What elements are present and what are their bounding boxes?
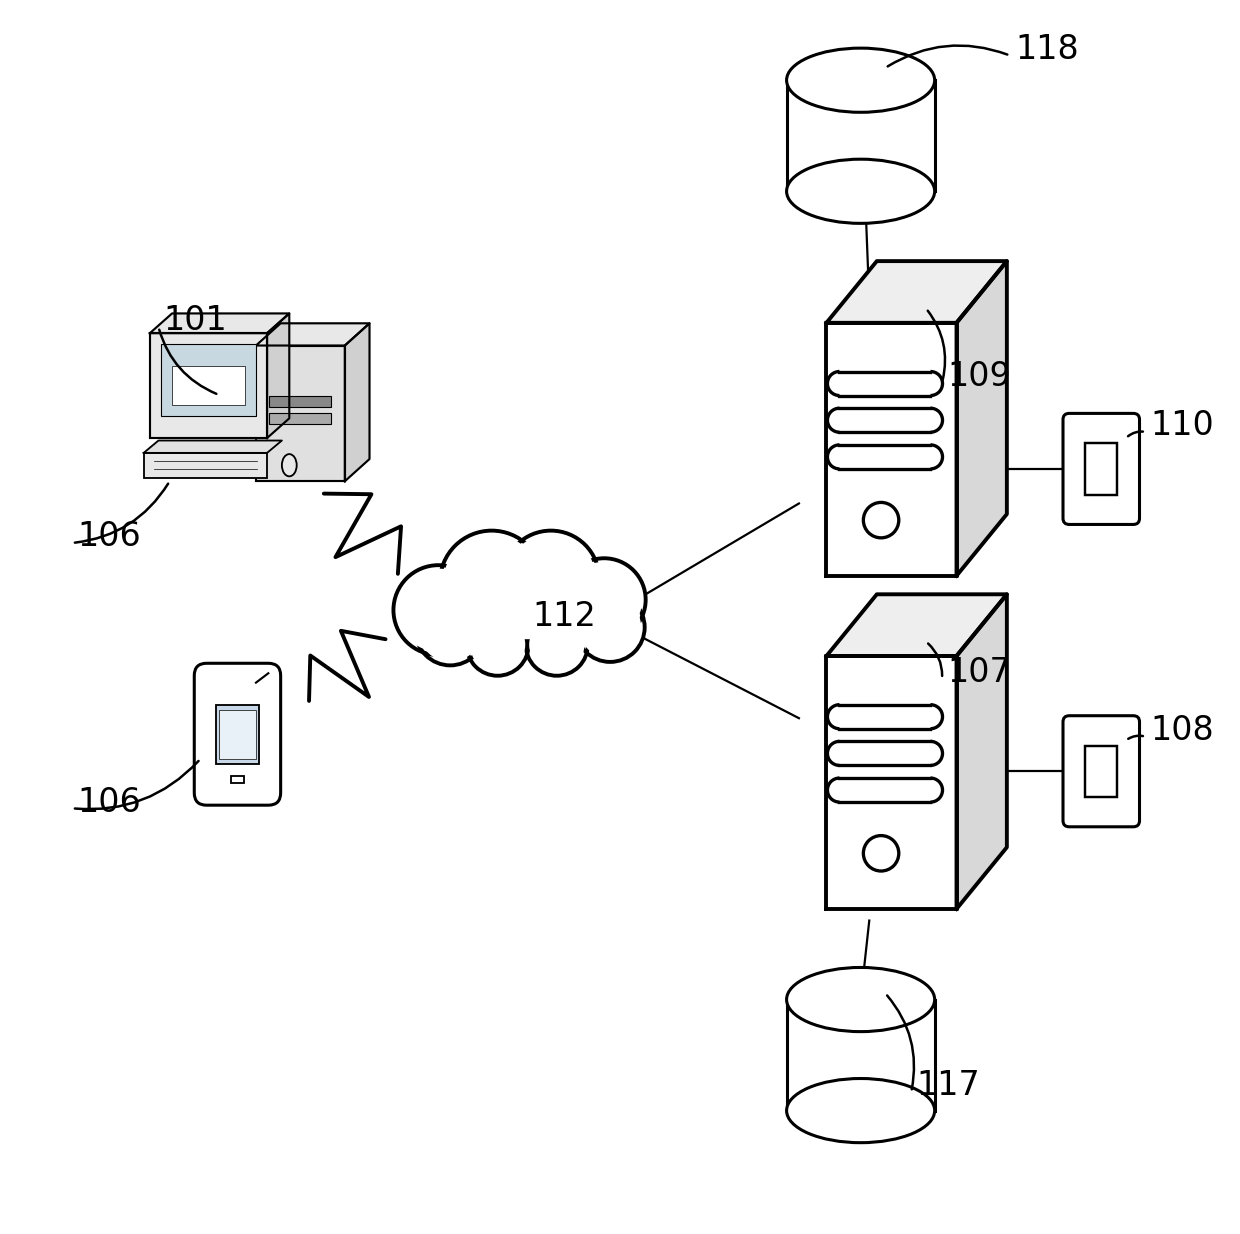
Ellipse shape xyxy=(786,159,935,223)
Circle shape xyxy=(579,596,641,659)
Bar xyxy=(269,413,331,424)
Circle shape xyxy=(506,534,595,624)
Circle shape xyxy=(443,534,541,631)
Polygon shape xyxy=(144,441,281,453)
Bar xyxy=(1085,443,1117,495)
Bar xyxy=(161,344,255,416)
Bar xyxy=(172,366,244,405)
Bar xyxy=(232,776,243,784)
Polygon shape xyxy=(267,313,289,438)
Circle shape xyxy=(466,613,528,676)
Polygon shape xyxy=(826,595,1007,656)
Circle shape xyxy=(397,569,480,652)
FancyBboxPatch shape xyxy=(1063,716,1140,827)
Text: 108: 108 xyxy=(1151,714,1214,747)
Polygon shape xyxy=(150,313,289,333)
Circle shape xyxy=(419,600,481,661)
Text: 117: 117 xyxy=(916,1070,980,1102)
Bar xyxy=(150,333,267,438)
Circle shape xyxy=(393,565,484,655)
Polygon shape xyxy=(786,70,935,181)
Circle shape xyxy=(440,531,543,634)
Circle shape xyxy=(415,596,485,665)
Bar xyxy=(219,710,255,759)
Bar xyxy=(826,656,956,909)
Bar xyxy=(1085,745,1117,797)
Text: 106: 106 xyxy=(77,521,141,553)
Text: 110: 110 xyxy=(1151,410,1214,442)
Ellipse shape xyxy=(786,1079,935,1143)
Circle shape xyxy=(502,531,599,627)
Circle shape xyxy=(575,592,645,661)
Polygon shape xyxy=(345,323,370,481)
Polygon shape xyxy=(956,595,1007,909)
Circle shape xyxy=(470,617,526,673)
Text: 109: 109 xyxy=(947,360,1011,392)
Bar xyxy=(255,346,345,481)
Ellipse shape xyxy=(281,454,296,476)
Text: 106: 106 xyxy=(77,786,141,818)
Polygon shape xyxy=(956,262,1007,576)
Bar xyxy=(826,323,956,576)
Text: 112: 112 xyxy=(532,601,596,633)
Text: 107: 107 xyxy=(947,656,1011,689)
FancyBboxPatch shape xyxy=(195,664,280,805)
Polygon shape xyxy=(255,323,370,346)
Text: 118: 118 xyxy=(1014,33,1079,65)
Bar xyxy=(269,396,331,407)
FancyBboxPatch shape xyxy=(1063,413,1140,524)
Circle shape xyxy=(526,613,588,676)
Circle shape xyxy=(567,561,642,638)
Bar xyxy=(144,453,267,478)
Ellipse shape xyxy=(786,967,935,1032)
Circle shape xyxy=(529,617,584,673)
Text: 101: 101 xyxy=(164,305,227,337)
Polygon shape xyxy=(433,582,610,643)
Bar xyxy=(216,705,259,764)
Polygon shape xyxy=(786,990,935,1101)
Polygon shape xyxy=(444,587,598,638)
Ellipse shape xyxy=(786,48,935,112)
Circle shape xyxy=(563,558,646,642)
Polygon shape xyxy=(826,262,1007,323)
